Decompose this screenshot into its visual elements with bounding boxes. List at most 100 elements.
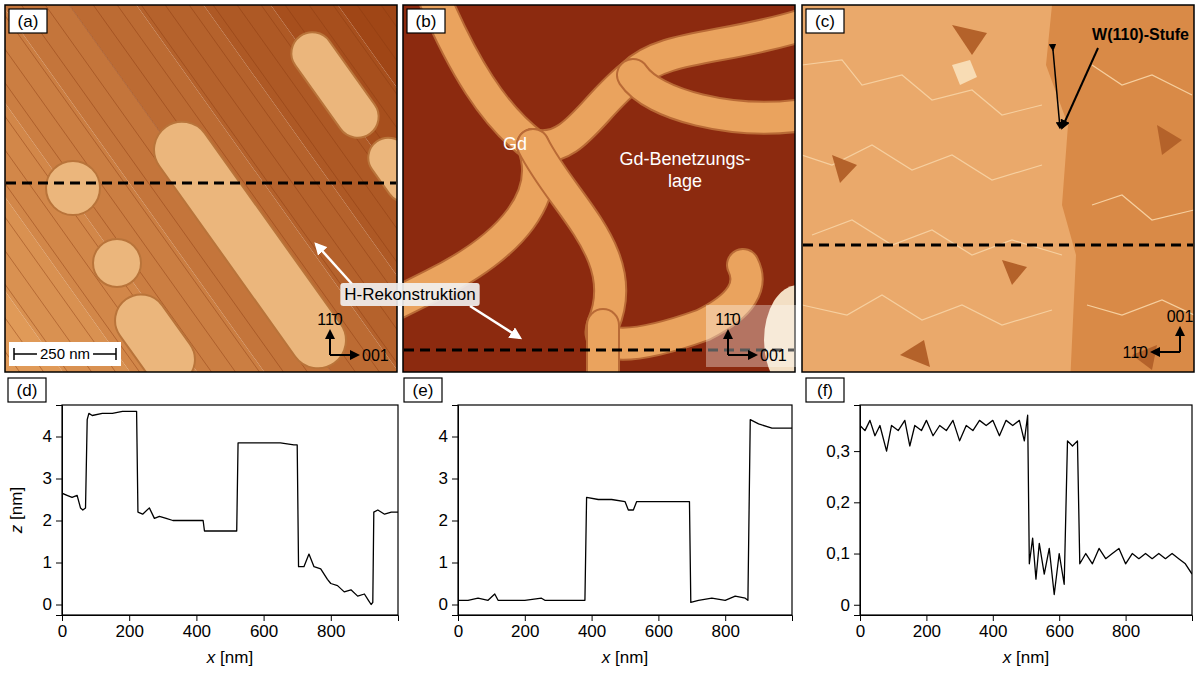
- direction-label: 11̄0: [1122, 344, 1148, 361]
- gd-island: [433, 5, 533, 145]
- profile-chart: 020040060080001234x [nm]: [439, 405, 793, 667]
- y-tick: 3: [439, 469, 458, 488]
- gd-island: [403, 145, 538, 305]
- domain-boundary: [1092, 65, 1192, 95]
- y-tick-label: 0: [439, 595, 448, 614]
- x-tick: 200: [116, 615, 144, 641]
- vacancy-island: [952, 25, 987, 55]
- x-tick: 600: [645, 615, 673, 641]
- image-frame: [802, 5, 1194, 372]
- panel-letter-box: [407, 9, 445, 33]
- y-axis-title: z [nm]: [7, 487, 26, 534]
- scale-bar-end: [13, 348, 15, 360]
- plot-frame: [458, 405, 792, 615]
- x-tick-mark: [658, 615, 659, 621]
- step-line: [5, 5, 397, 372]
- x-axis-title-unit: [nm]: [610, 648, 648, 667]
- region-label: lage: [668, 171, 702, 191]
- x-axis-title: x [nm]: [1002, 648, 1049, 667]
- panel-letter-box: [404, 378, 442, 402]
- x-tick-label: 800: [317, 622, 345, 641]
- profile-chart: 020040060080000,10,20,3x [nm]: [826, 405, 1192, 667]
- x-tick-mark: [196, 615, 197, 621]
- plot-frame: [860, 405, 1192, 615]
- profile-line: [6, 182, 396, 185]
- step-line: [5, 5, 397, 372]
- panel-letter: (b): [416, 12, 437, 31]
- direction-label: 11̄0: [715, 311, 741, 328]
- x-tick: 600: [250, 615, 278, 641]
- y-axis: 00,10,20,3: [826, 406, 860, 616]
- panel-letter: (c): [815, 12, 835, 31]
- annotation-arrow: [316, 244, 352, 284]
- step-extent: [1053, 50, 1060, 128]
- x-tick-mark: [264, 615, 265, 621]
- y-tick-mark: [452, 521, 458, 522]
- x-axis-title-unit: [nm]: [215, 648, 253, 667]
- x-tick-label: 0: [58, 622, 67, 641]
- step-line: [5, 100, 397, 372]
- x-tick: 0: [58, 615, 67, 641]
- x-axis: 0 200 400 600 800: [58, 615, 399, 641]
- y-tick-mark: [56, 521, 62, 522]
- y-tick: 3: [43, 469, 62, 488]
- x-axis-title-symbol: x: [206, 648, 216, 667]
- panel-letter-box: [806, 9, 844, 33]
- domain-boundary: [802, 60, 1042, 115]
- x-tick: 400: [578, 615, 606, 641]
- panel-letter: (a): [18, 12, 39, 31]
- x-tick-label: 600: [645, 622, 673, 641]
- x-axis-title-unit: [nm]: [1011, 648, 1049, 667]
- y-tick-label: 2: [43, 511, 52, 530]
- region-label: Gd: [503, 134, 527, 154]
- domain-boundary: [1092, 195, 1194, 220]
- direction-label: 001: [760, 347, 787, 364]
- x-tick-mark: [525, 615, 526, 621]
- x-tick-mark: [592, 615, 593, 621]
- step-arrow: [1062, 48, 1098, 128]
- y-tick-mark: [56, 479, 62, 480]
- step-line: [5, 5, 397, 372]
- y-axis: 01234: [43, 406, 63, 616]
- y-tick-mark: [452, 605, 458, 606]
- y-tick: 2: [439, 511, 458, 530]
- island: [360, 130, 397, 210]
- x-tick: 600: [1046, 615, 1074, 641]
- y-tick: 1: [43, 553, 62, 572]
- y-tick-mark: [452, 437, 458, 438]
- y-tick-label: 4: [439, 427, 448, 446]
- y-tick: 0,2: [826, 493, 860, 512]
- y-tick: 0,1: [826, 544, 860, 563]
- y-tick-label: 1: [439, 553, 448, 572]
- step-line: [5, 5, 397, 372]
- gd-island: [533, 145, 747, 344]
- scale-bar-end: [115, 348, 117, 360]
- x-tick-label: 600: [250, 622, 278, 641]
- x-tick-label: 800: [1112, 622, 1140, 641]
- step-line: [5, 5, 397, 372]
- y-tick-mark: [56, 563, 62, 564]
- x-tick-mark: [331, 615, 332, 621]
- domain-boundary: [802, 295, 1052, 325]
- scale-bar: [93, 353, 116, 355]
- y-tick: 1: [439, 553, 458, 572]
- plot-area: [458, 420, 792, 603]
- panel-letter: (e): [413, 381, 434, 400]
- y-tick: 2: [43, 511, 62, 530]
- y-tick-label: 3: [43, 469, 52, 488]
- direction-arrow: [728, 354, 756, 356]
- x-axis-title-symbol: x: [601, 648, 611, 667]
- x-tick: 0: [856, 615, 865, 641]
- y-tick-label: 4: [43, 427, 52, 446]
- y-tick-mark: [56, 437, 62, 438]
- y-tick-label: 0,3: [826, 442, 850, 461]
- y-tick-label: 0,1: [826, 544, 850, 563]
- step-line: [5, 5, 397, 372]
- y-tick-mark: [854, 554, 860, 555]
- figure: (a)(b)(c)11̄000111̄000100111̄0250 nmGdGd…: [0, 0, 1200, 675]
- x-tick-label: 400: [183, 622, 211, 641]
- x-axis-title: x [nm]: [601, 648, 648, 667]
- y-tick-mark: [452, 563, 458, 564]
- step-line: [5, 5, 397, 372]
- region-label: Gd-Benetzungs-: [619, 149, 750, 169]
